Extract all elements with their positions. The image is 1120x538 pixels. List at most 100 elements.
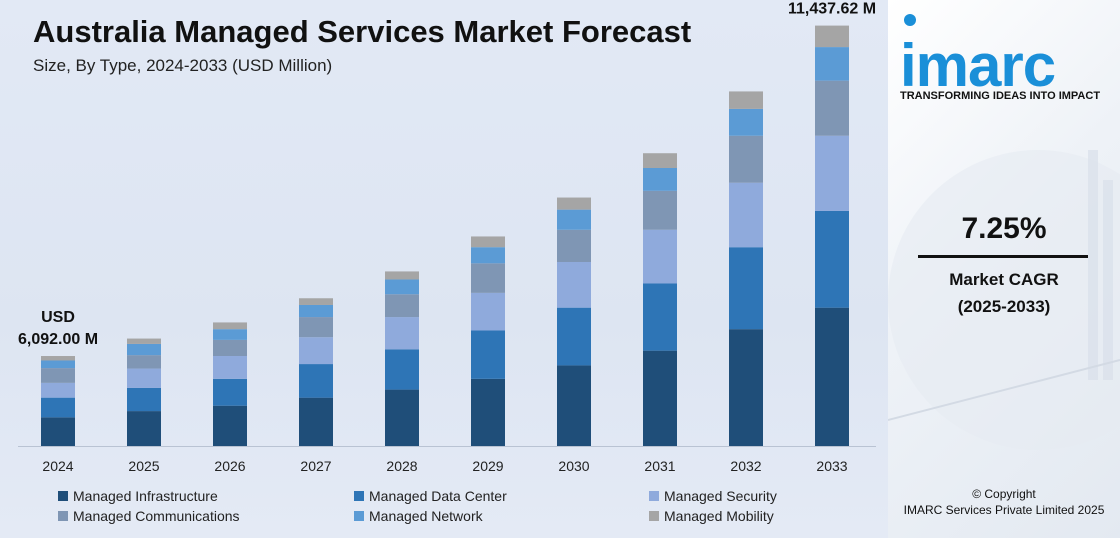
bar-segment-2028-2	[385, 317, 419, 350]
bar-segment-2031-4	[643, 167, 677, 191]
x-tick-label-2031: 2031	[644, 458, 675, 474]
bar-segment-2025-2	[127, 368, 161, 388]
value-annotation-2024-1: 6,092.00 M	[18, 331, 98, 348]
x-tick-label-2029: 2029	[472, 458, 503, 474]
bar-segment-2028-3	[385, 294, 419, 318]
bar-segment-2026-1	[213, 378, 247, 406]
legend-label-5: Managed Mobility	[664, 508, 774, 524]
bar-segment-2029-4	[471, 247, 505, 264]
legend-swatch-0	[58, 491, 68, 501]
chart-subtitle: Size, By Type, 2024-2033 (USD Million)	[33, 56, 333, 75]
bar-segment-2033-4	[815, 47, 849, 81]
x-tick-label-2025: 2025	[128, 458, 159, 474]
bar-segment-2033-3	[815, 80, 849, 136]
bar-segment-2033-1	[815, 210, 849, 308]
legend-item-0: Managed Infrastructure	[58, 488, 218, 504]
bar-segment-2026-4	[213, 329, 247, 340]
copyright: © Copyright IMARC Services Private Limit…	[888, 486, 1120, 518]
brand-logo-dot	[904, 14, 916, 26]
bar-segment-2030-0	[557, 365, 591, 446]
bar-segment-2027-0	[299, 397, 333, 446]
bar-segment-2029-2	[471, 292, 505, 331]
bar-segment-2026-2	[213, 356, 247, 379]
chart-plot: 2024 2025 2026 2027 2028 2029 2030 2031 2032 2033…	[18, 1, 876, 474]
bar-segment-2031-0	[643, 350, 677, 446]
bar-segment-2031-2	[643, 229, 677, 284]
bar-segment-2029-1	[471, 330, 505, 379]
bar-segment-2028-4	[385, 279, 419, 295]
bar-segment-2032-2	[729, 182, 763, 248]
background-decoration	[888, 150, 1120, 450]
chart-title: Australia Managed Services Market Foreca…	[33, 14, 692, 49]
copyright-line-2: IMARC Services Private Limited 2025	[903, 503, 1105, 517]
x-tick-label-2033: 2033	[816, 458, 847, 474]
bar-segment-2025-5	[127, 338, 161, 344]
chart-legend: Managed Infrastructure Managed Data Cente…	[58, 488, 858, 532]
bar-segment-2024-4	[41, 360, 75, 369]
bar-segment-2024-1	[41, 397, 75, 418]
bar-segment-2030-3	[557, 229, 591, 262]
bar-segment-2030-5	[557, 197, 591, 210]
bar-segment-2033-0	[815, 307, 849, 446]
legend-label-4: Managed Network	[369, 508, 483, 524]
bar-segment-2031-1	[643, 283, 677, 351]
x-tick-label-2024: 2024	[42, 458, 73, 474]
x-tick-label-2026: 2026	[214, 458, 245, 474]
bar-segment-2030-4	[557, 209, 591, 230]
cagr-value: 7.25%	[961, 212, 1047, 245]
bar-segment-2024-2	[41, 382, 75, 398]
legend-item-1: Managed Data Center	[354, 488, 507, 504]
x-tick-label-2027: 2027	[300, 458, 331, 474]
brand-logo: imarc	[900, 32, 1056, 99]
bar-segment-2032-4	[729, 108, 763, 136]
bar-segment-2025-3	[127, 355, 161, 369]
bar-segment-2024-5	[41, 356, 75, 361]
bar-segment-2030-1	[557, 307, 591, 366]
cagr-divider	[918, 255, 1088, 258]
bar-segment-2027-4	[299, 304, 333, 318]
legend-swatch-3	[58, 511, 68, 521]
legend-swatch-1	[354, 491, 364, 501]
bar-segment-2026-0	[213, 405, 247, 446]
bar-segment-2029-0	[471, 378, 505, 446]
bar-segment-2024-3	[41, 368, 75, 383]
value-annotation-2024-0: USD	[41, 309, 75, 326]
bar-segment-2028-0	[385, 389, 419, 446]
brand-tagline: TRANSFORMING IDEAS INTO IMPACT	[900, 90, 1101, 102]
legend-item-4: Managed Network	[354, 508, 483, 524]
bar-segment-2032-1	[729, 247, 763, 330]
legend-item-3: Managed Communications	[58, 508, 240, 524]
bar-segment-2027-3	[299, 317, 333, 338]
bar-segment-2030-2	[557, 261, 591, 308]
legend-label-1: Managed Data Center	[369, 488, 507, 504]
legend-label-3: Managed Communications	[73, 508, 240, 524]
bar-segment-2029-3	[471, 263, 505, 293]
legend-swatch-2	[649, 491, 659, 501]
bar-segment-2027-1	[299, 364, 333, 398]
bar-segment-2026-3	[213, 339, 247, 357]
bar-segment-2033-5	[815, 25, 849, 48]
copyright-line-1: © Copyright	[972, 487, 1036, 501]
chart-panel: Australia Managed Services Market Foreca…	[0, 0, 888, 538]
bar-segment-2026-5	[213, 322, 247, 330]
legend-swatch-4	[354, 511, 364, 521]
bar-segment-2025-1	[127, 387, 161, 412]
legend-item-2: Managed Security	[649, 488, 777, 504]
x-tick-label-2032: 2032	[730, 458, 761, 474]
bar-segment-2027-2	[299, 337, 333, 365]
bar-segment-2028-1	[385, 349, 419, 390]
bar-segment-2029-5	[471, 236, 505, 248]
brand-panel: imarc TRANSFORMING IDEAS INTO IMPACT 7.2…	[888, 0, 1120, 538]
legend-swatch-5	[649, 511, 659, 521]
legend-label-2: Managed Security	[664, 488, 777, 504]
bar-segment-2024-0	[41, 417, 75, 446]
bar-segment-2031-5	[643, 153, 677, 168]
bar-segment-2025-0	[127, 411, 161, 446]
bar-segment-2025-4	[127, 343, 161, 356]
x-tick-label-2028: 2028	[386, 458, 417, 474]
bar-segment-2027-5	[299, 298, 333, 305]
bar-segment-2033-2	[815, 135, 849, 211]
bar-segment-2032-0	[729, 329, 763, 446]
value-annotation-2033-1: 11,437.62 M	[788, 1, 876, 18]
